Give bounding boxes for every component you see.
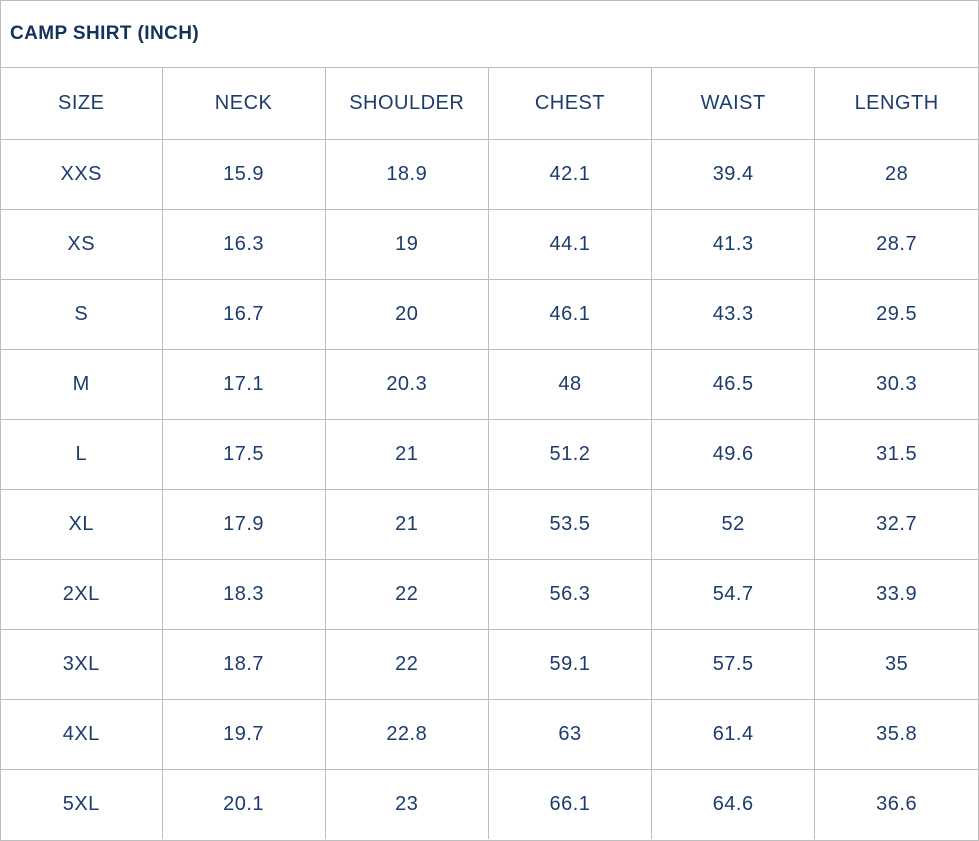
measurement-cell: 17.5: [161, 418, 326, 490]
measurement-cell: 23: [324, 768, 489, 839]
column-header: SIZE: [1, 68, 163, 140]
measurement-cell: 66.1: [487, 768, 653, 839]
measurement-cell: 22: [324, 628, 489, 700]
table-row: S 16.7 20 46.1 43.3 29.5: [1, 278, 978, 350]
size-cell: XS: [1, 208, 163, 280]
measurement-cell: 56.3: [487, 558, 653, 630]
column-header: NECK: [161, 68, 326, 140]
measurement-cell: 63: [487, 698, 653, 770]
measurement-cell: 20: [324, 278, 489, 350]
measurement-cell: 21: [324, 418, 489, 490]
table-header: SIZE NECK SHOULDER CHEST WAIST LENGTH: [1, 68, 978, 140]
measurement-cell: 19: [324, 208, 489, 280]
measurement-cell: 21: [324, 488, 489, 560]
measurement-cell: 18.3: [161, 558, 326, 630]
measurement-cell: 20.3: [324, 348, 489, 420]
table-row: M 17.1 20.3 48 46.5 30.3: [1, 348, 978, 420]
measurement-cell: 32.7: [814, 488, 978, 560]
measurement-cell: 33.9: [814, 558, 978, 630]
measurement-cell: 15.9: [161, 138, 326, 210]
measurement-cell: 30.3: [814, 348, 978, 420]
measurement-cell: 46.1: [487, 278, 653, 350]
table-row: XXS 15.9 18.9 42.1 39.4 28: [1, 138, 978, 210]
column-header: CHEST: [487, 68, 653, 140]
table-row: 3XL 18.7 22 59.1 57.5 35: [1, 628, 978, 700]
measurement-cell: 59.1: [487, 628, 653, 700]
measurement-cell: 53.5: [487, 488, 653, 560]
table-row: L 17.5 21 51.2 49.6 31.5: [1, 418, 978, 490]
measurement-cell: 52: [651, 488, 816, 560]
measurement-cell: 48: [487, 348, 653, 420]
column-header: WAIST: [651, 68, 816, 140]
column-header: LENGTH: [814, 68, 978, 140]
size-cell: 4XL: [1, 698, 163, 770]
size-cell: L: [1, 418, 163, 490]
measurement-cell: 57.5: [651, 628, 816, 700]
size-cell: 3XL: [1, 628, 163, 700]
size-cell: XL: [1, 488, 163, 560]
measurement-cell: 18.9: [324, 138, 489, 210]
title-bar: CAMP SHIRT (INCH): [1, 1, 978, 68]
column-header: SHOULDER: [324, 68, 489, 140]
measurement-cell: 17.1: [161, 348, 326, 420]
measurement-cell: 22.8: [324, 698, 489, 770]
table-row: XL 17.9 21 53.5 52 32.7: [1, 488, 978, 560]
measurement-cell: 49.6: [651, 418, 816, 490]
size-chart-table: SIZE NECK SHOULDER CHEST WAIST LENGTH XXS 15.9…: [1, 68, 978, 839]
measurement-cell: 36.6: [814, 768, 978, 839]
size-cell: 5XL: [1, 768, 163, 839]
measurement-cell: 16.7: [161, 278, 326, 350]
measurement-cell: 19.7: [161, 698, 326, 770]
measurement-cell: 51.2: [487, 418, 653, 490]
measurement-cell: 43.3: [651, 278, 816, 350]
measurement-cell: 29.5: [814, 278, 978, 350]
measurement-cell: 46.5: [651, 348, 816, 420]
measurement-cell: 41.3: [651, 208, 816, 280]
size-cell: XXS: [1, 138, 163, 210]
measurement-cell: 20.1: [161, 768, 326, 839]
measurement-cell: 61.4: [651, 698, 816, 770]
size-cell: S: [1, 278, 163, 350]
measurement-cell: 16.3: [161, 208, 326, 280]
table-row: XS 16.3 19 44.1 41.3 28.7: [1, 208, 978, 280]
measurement-cell: 17.9: [161, 488, 326, 560]
measurement-cell: 44.1: [487, 208, 653, 280]
measurement-cell: 35.8: [814, 698, 978, 770]
table-row: 5XL 20.1 23 66.1 64.6 36.6: [1, 768, 978, 839]
measurement-cell: 54.7: [651, 558, 816, 630]
measurement-cell: 35: [814, 628, 978, 700]
measurement-cell: 28: [814, 138, 978, 210]
measurement-cell: 31.5: [814, 418, 978, 490]
measurement-cell: 22: [324, 558, 489, 630]
size-cell: M: [1, 348, 163, 420]
table-row: 2XL 18.3 22 56.3 54.7 33.9: [1, 558, 978, 630]
size-chart-title: CAMP SHIRT (INCH): [10, 23, 200, 44]
table-row: 4XL 19.7 22.8 63 61.4 35.8: [1, 698, 978, 770]
measurement-cell: 39.4: [651, 138, 816, 210]
measurement-cell: 64.6: [651, 768, 816, 839]
table-body: XXS 15.9 18.9 42.1 39.4 28 XS 16.3 19 44.1 41.3 28.…: [1, 138, 978, 839]
measurement-cell: 42.1: [487, 138, 653, 210]
size-cell: 2XL: [1, 558, 163, 630]
header-row: SIZE NECK SHOULDER CHEST WAIST LENGTH: [1, 68, 978, 140]
measurement-cell: 28.7: [814, 208, 978, 280]
measurement-cell: 18.7: [161, 628, 326, 700]
